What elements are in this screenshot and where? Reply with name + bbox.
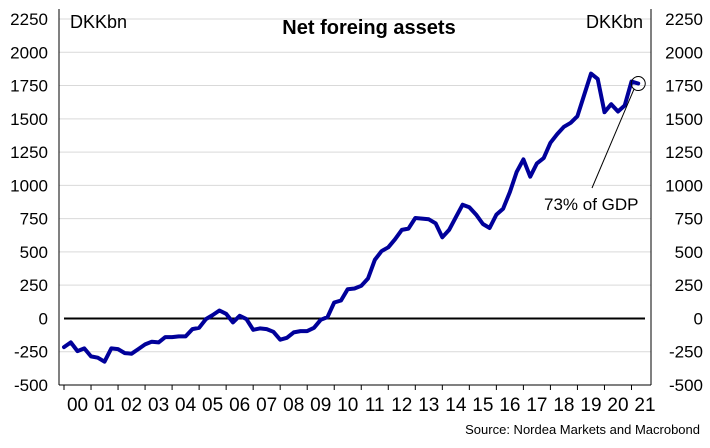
x-tick-label: 16 bbox=[499, 395, 520, 416]
x-tick-label: 03 bbox=[148, 395, 169, 416]
source-note: Source: Nordea Markets and Macrobond bbox=[465, 422, 700, 437]
annotation-marker bbox=[630, 76, 646, 92]
x-tick-label: 17 bbox=[526, 395, 547, 416]
y-axis-right-ticks: 2250 2000 1750 1500 1250 1000 750 500 250 0 -250 -5… bbox=[665, 10, 703, 395]
x-tick-label: 04 bbox=[175, 395, 197, 416]
x-tick-label: 05 bbox=[202, 395, 223, 416]
y-tick-label-left: 1500 bbox=[10, 110, 48, 129]
y-tick-label-right: -250 bbox=[669, 343, 703, 362]
series-layer bbox=[62, 71, 641, 364]
y-tick-label-left: 1750 bbox=[10, 77, 48, 96]
axes bbox=[58, 9, 652, 386]
annotation-leader-line bbox=[591, 88, 635, 189]
x-tick-label: 12 bbox=[391, 395, 412, 416]
y-tick-label-left: 500 bbox=[20, 243, 48, 262]
y-tick-label-left: 2250 bbox=[10, 10, 48, 29]
x-axis-ticks: 00 01 02 03 04 05 06 07 08 09 10 11 12 13 14 15 16 17 18 19… bbox=[63, 385, 656, 416]
x-tick-label: 14 bbox=[445, 395, 467, 416]
x-tick-label: 00 bbox=[67, 395, 88, 416]
y-tick-label-left: 250 bbox=[20, 276, 48, 295]
unit-label-right: DKKbn bbox=[586, 12, 643, 32]
y-tick-label-right: 500 bbox=[675, 243, 703, 262]
x-tick-label: 21 bbox=[634, 395, 655, 416]
y-tick-label-left: -500 bbox=[14, 376, 48, 395]
annotation-label: 73% of GDP bbox=[544, 195, 639, 214]
x-tick-label: 18 bbox=[553, 395, 574, 416]
x-tick-label: 20 bbox=[607, 395, 628, 416]
y-tick-label-right: 1000 bbox=[665, 176, 703, 195]
y-tick-label-right: 1750 bbox=[665, 77, 703, 96]
x-tick-label: 08 bbox=[283, 395, 304, 416]
y-tick-label-right: 250 bbox=[675, 276, 703, 295]
y-tick-label-right: 2000 bbox=[665, 43, 703, 62]
chart-title: Net foreing assets bbox=[282, 17, 455, 39]
y-tick-label-right: 750 bbox=[675, 210, 703, 229]
x-tick-label: 02 bbox=[121, 395, 142, 416]
x-tick-label: 15 bbox=[472, 395, 493, 416]
y-tick-label-left: 0 bbox=[39, 309, 48, 328]
y-tick-label-left: 750 bbox=[20, 210, 48, 229]
series-line bbox=[62, 71, 641, 364]
y-tick-label-left: 2000 bbox=[10, 43, 48, 62]
x-tick-label: 07 bbox=[256, 395, 277, 416]
x-tick-label: 10 bbox=[337, 395, 358, 416]
x-tick-label: 01 bbox=[94, 395, 115, 416]
y-tick-label-right: 1500 bbox=[665, 110, 703, 129]
y-tick-label-left: -250 bbox=[14, 343, 48, 362]
unit-label-left: DKKbn bbox=[70, 12, 127, 32]
y-tick-label-left: 1000 bbox=[10, 176, 48, 195]
y-tick-label-right: 0 bbox=[694, 309, 703, 328]
x-tick-label: 06 bbox=[229, 395, 250, 416]
y-tick-label-right: -500 bbox=[669, 376, 703, 395]
y-tick-label-right: 2250 bbox=[665, 10, 703, 29]
x-tick-label: 09 bbox=[310, 395, 331, 416]
y-tick-label-right: 1250 bbox=[665, 143, 703, 162]
x-tick-label: 13 bbox=[418, 395, 439, 416]
y-tick-label-left: 1250 bbox=[10, 143, 48, 162]
y-axis-left-ticks: 2250 2000 1750 1500 1250 1000 750 500 250 0 -250 -5… bbox=[10, 10, 48, 395]
annotation: 73% of GDP bbox=[544, 76, 646, 214]
x-tick-label: 19 bbox=[580, 395, 601, 416]
x-tick-label: 11 bbox=[365, 395, 385, 416]
